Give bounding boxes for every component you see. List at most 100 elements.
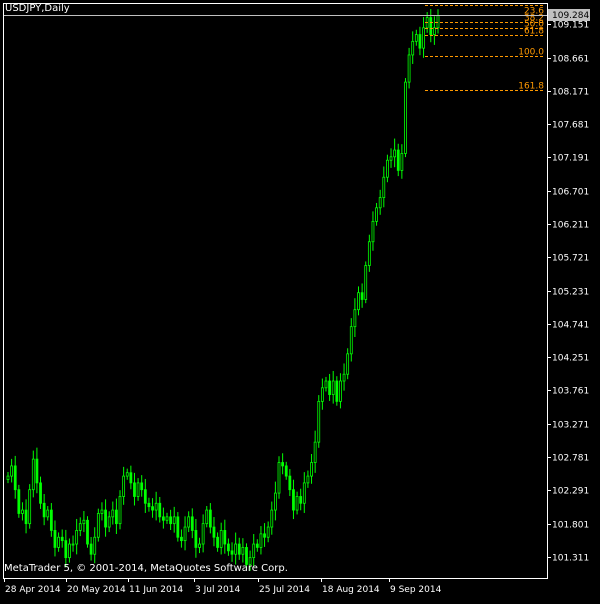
candle — [118, 490, 122, 530]
candle-body — [118, 496, 122, 525]
candle-body — [328, 380, 331, 395]
candle-body — [104, 509, 107, 528]
candle-body — [429, 17, 433, 35]
candle — [230, 542, 234, 562]
fibonacci-retracement[interactable]: 23.638.250.061.8 100.0 161.8 — [425, 5, 545, 92]
candle-body — [158, 502, 162, 518]
candle — [86, 516, 89, 548]
candle-body — [13, 465, 17, 491]
time-tick-label: 9 Sep 2014 — [390, 585, 442, 595]
candle — [396, 143, 400, 177]
candle — [10, 458, 14, 483]
candle-body — [393, 149, 397, 158]
candle — [176, 512, 180, 542]
candle — [187, 511, 191, 533]
candle-body — [270, 509, 274, 528]
candle-body — [60, 536, 64, 542]
candle — [339, 373, 342, 409]
candle — [125, 468, 129, 480]
candle — [284, 461, 288, 480]
candle-body — [136, 482, 140, 497]
candle — [292, 479, 295, 520]
symbol-label: USDJPY,Daily — [5, 3, 70, 14]
candle-body — [292, 489, 295, 511]
candle-body — [68, 543, 71, 559]
time-axis[interactable]: 28 Apr 2014 20 May 2014 11 Jun 2014 3 Jul 2… — [4, 578, 442, 595]
candle — [140, 475, 144, 497]
candle — [49, 503, 53, 537]
candle — [198, 537, 201, 554]
candle-body — [371, 220, 375, 243]
candle-body — [143, 489, 147, 504]
candle-body — [386, 159, 389, 178]
current-price-label: 109.284 — [552, 11, 589, 21]
candle-body — [93, 536, 97, 555]
candle — [270, 501, 274, 535]
candle-body — [122, 475, 126, 497]
candle-body — [86, 519, 89, 545]
price-tick-label: 108.661 — [552, 55, 589, 65]
candle — [422, 17, 425, 58]
candle — [129, 465, 133, 490]
candle — [31, 450, 35, 498]
candle-body — [212, 526, 216, 538]
candle — [342, 363, 346, 391]
candle — [346, 348, 350, 380]
candle-body — [169, 516, 172, 525]
candle-body — [317, 400, 321, 443]
candle-body — [274, 492, 277, 511]
candle-body — [237, 543, 241, 555]
candle-body — [64, 540, 68, 559]
candle-body — [71, 543, 75, 546]
candle-body — [190, 516, 194, 531]
candle — [57, 532, 60, 552]
candle-body — [436, 15, 440, 29]
candle — [24, 499, 28, 534]
candle-body — [216, 536, 219, 548]
candle — [382, 166, 386, 208]
price-tick-label: 106.211 — [552, 221, 589, 231]
price-tick-label: 105.231 — [552, 288, 589, 298]
candle — [180, 529, 183, 548]
price-tick-label: 102.291 — [552, 487, 589, 497]
candle — [255, 539, 259, 552]
candle — [154, 491, 158, 521]
candle — [371, 211, 375, 251]
candle — [386, 154, 389, 183]
price-axis[interactable]: 109.151 108.661 108.171 107.681 107.191 106.7… — [547, 21, 589, 564]
candle-body — [339, 380, 342, 402]
candle-body — [407, 54, 411, 83]
candle — [259, 526, 263, 555]
candle-body — [172, 516, 176, 525]
price-tick-label: 104.251 — [552, 354, 589, 364]
candle-body — [154, 502, 158, 511]
candle-body — [357, 292, 360, 311]
candle — [183, 516, 187, 551]
candle — [17, 484, 21, 518]
candle — [360, 283, 364, 308]
candle — [107, 511, 111, 533]
candle-body — [111, 509, 115, 518]
candle-body — [313, 441, 317, 463]
candle-body — [42, 502, 46, 518]
candle-body — [306, 475, 310, 484]
candle-body — [342, 373, 346, 382]
candle-body — [194, 530, 198, 548]
candle — [407, 47, 411, 89]
candle — [89, 536, 93, 561]
candle — [357, 286, 360, 316]
candle-body — [367, 241, 371, 266]
fibo-level-label: 50.0 — [524, 20, 544, 30]
candle-body — [53, 530, 57, 548]
price-tick-label: 103.271 — [552, 421, 589, 431]
candle-body — [241, 547, 245, 555]
candle — [201, 514, 205, 553]
price-tick-label: 103.761 — [552, 387, 589, 397]
candle-body — [205, 509, 209, 525]
time-tick-label: 11 Jun 2014 — [129, 585, 183, 595]
candle — [165, 512, 169, 524]
candle — [277, 456, 281, 499]
candle-body — [100, 509, 104, 514]
